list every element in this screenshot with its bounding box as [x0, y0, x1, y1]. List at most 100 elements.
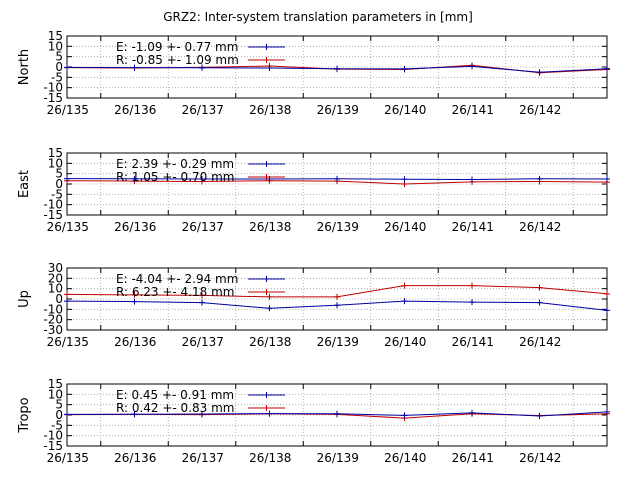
- figure-title: GRZ2: Inter-system translation parameter…: [163, 10, 473, 24]
- data-point-e: [266, 305, 273, 312]
- data-point-e: [604, 408, 610, 415]
- x-tick-label: 26/136: [114, 451, 156, 465]
- data-point-e: [266, 410, 273, 417]
- data-point-e: [199, 410, 205, 417]
- y-tick-label: 5: [55, 50, 63, 64]
- data-point-e: [536, 299, 543, 306]
- data-point-r: [469, 282, 475, 289]
- data-point-e: [131, 64, 138, 71]
- x-tick-label: 26/138: [249, 335, 291, 349]
- y-tick-label: -30: [43, 323, 63, 337]
- data-point-e: [266, 65, 273, 72]
- data-point-e: [604, 307, 610, 314]
- y-tick-label: 10: [48, 156, 63, 170]
- data-point-e: [334, 302, 340, 309]
- data-point-e: [334, 65, 340, 72]
- legend-entry-r: R: 0.42 +- 0.83 mm: [116, 401, 234, 415]
- data-point-e: [401, 298, 408, 305]
- x-tick-label: 26/140: [384, 451, 426, 465]
- x-tick-label: 26/140: [384, 220, 426, 234]
- legend-entry-e: E: -1.09 +- 0.77 mm: [116, 40, 238, 54]
- y-tick-label: 0: [55, 292, 63, 306]
- data-point-r: [131, 291, 138, 298]
- x-tick-label: 26/138: [249, 220, 291, 234]
- y-tick-label: -15: [43, 439, 63, 453]
- data-point-e: [401, 176, 408, 183]
- data-point-e: [64, 175, 70, 182]
- x-tick-label: 26/135: [47, 335, 89, 349]
- data-point-e: [199, 299, 205, 306]
- x-tick-label: 26/135: [47, 220, 89, 234]
- data-point-e: [536, 413, 543, 420]
- y-tick-label: 15: [48, 29, 63, 43]
- data-point-r: [604, 290, 610, 297]
- x-tick-label: 26/141: [452, 103, 494, 117]
- y-tick-label: 20: [48, 271, 63, 285]
- legend-entry-r: R: 6.23 +- 4.18 mm: [116, 285, 234, 299]
- x-tick-label: 26/141: [452, 335, 494, 349]
- data-point-e: [469, 176, 475, 183]
- data-point-e: [604, 176, 610, 183]
- x-tick-label: 26/139: [317, 103, 359, 117]
- y-axis-label: Tropo: [17, 397, 32, 433]
- x-tick-label: 26/137: [182, 103, 224, 117]
- y-tick-label: -10: [43, 302, 63, 316]
- x-tick-label: 26/140: [384, 335, 426, 349]
- data-point-e: [469, 299, 475, 306]
- x-tick-label: 26/139: [317, 335, 359, 349]
- x-tick-label: 26/142: [519, 451, 561, 465]
- x-tick-label: 26/135: [47, 451, 89, 465]
- x-tick-label: 26/137: [182, 220, 224, 234]
- x-tick-label: 26/138: [249, 451, 291, 465]
- data-point-e: [401, 412, 408, 419]
- y-axis-label: East: [17, 170, 32, 198]
- x-tick-label: 26/139: [317, 220, 359, 234]
- data-point-r: [334, 293, 340, 300]
- x-tick-label: 26/141: [452, 220, 494, 234]
- data-point-r: [536, 284, 543, 291]
- data-point-e: [401, 65, 408, 72]
- y-tick-label: -10: [43, 198, 63, 212]
- y-tick-label: 5: [55, 398, 63, 412]
- y-tick-label: 15: [48, 146, 63, 160]
- legend-entry-r: R: -0.85 +- 1.09 mm: [116, 53, 239, 67]
- y-tick-label: 0: [55, 408, 63, 422]
- x-tick-label: 26/142: [519, 103, 561, 117]
- y-tick-label: -5: [51, 187, 63, 201]
- y-tick-label: 10: [48, 39, 63, 53]
- x-tick-label: 26/142: [519, 335, 561, 349]
- x-tick-label: 26/140: [384, 103, 426, 117]
- y-tick-label: -15: [43, 208, 63, 222]
- y-tick-label: 30: [48, 261, 63, 275]
- y-tick-label: -5: [51, 70, 63, 84]
- data-point-e: [131, 175, 138, 182]
- x-tick-label: 26/136: [114, 220, 156, 234]
- data-point-e: [334, 410, 340, 417]
- y-tick-label: 15: [48, 377, 63, 391]
- y-axis-label: Up: [17, 290, 32, 308]
- legend-entry-e: E: -4.04 +- 2.94 mm: [116, 272, 238, 286]
- data-point-e: [199, 176, 205, 183]
- y-tick-label: -5: [51, 418, 63, 432]
- y-tick-label: -10: [43, 81, 63, 95]
- data-point-r: [266, 293, 273, 300]
- x-tick-label: 26/136: [114, 103, 156, 117]
- x-tick-label: 26/137: [182, 335, 224, 349]
- y-tick-label: 5: [55, 167, 63, 181]
- legend-entry-r: R: 1.05 +- 0.70 mm: [116, 170, 234, 184]
- y-tick-label: -15: [43, 91, 63, 105]
- x-tick-label: 26/136: [114, 335, 156, 349]
- data-point-e: [536, 69, 543, 76]
- data-point-e: [131, 298, 138, 305]
- data-point-e: [604, 65, 610, 72]
- data-point-e: [334, 175, 340, 182]
- x-tick-label: 26/135: [47, 103, 89, 117]
- y-tick-label: 0: [55, 60, 63, 74]
- data-point-r: [401, 282, 408, 289]
- y-axis-label: North: [17, 49, 32, 85]
